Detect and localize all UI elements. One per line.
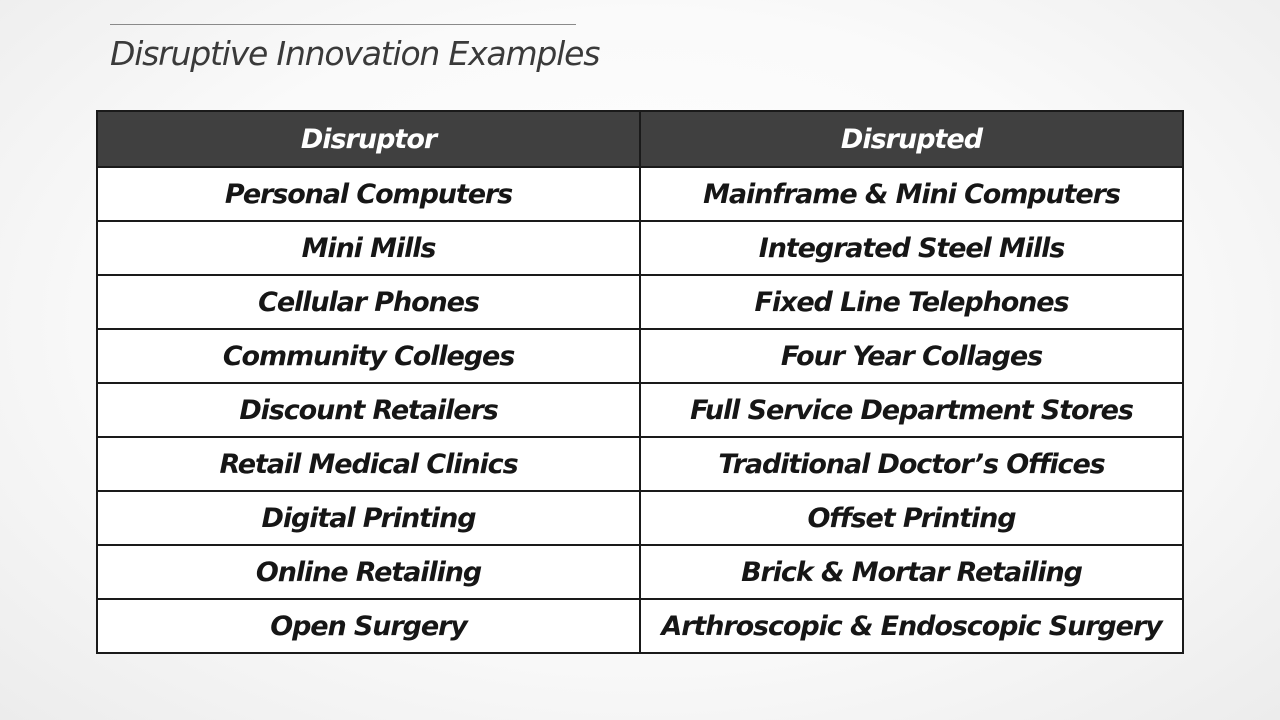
examples-table-container: Disruptor Disrupted Personal Computers M…	[96, 110, 1184, 654]
disruptor-cell: Community Colleges	[96, 328, 641, 384]
table-row: Cellular Phones Fixed Line Telephones	[96, 274, 1184, 330]
table-row: Digital Printing Offset Printing	[96, 490, 1184, 546]
header-disrupted: Disrupted	[639, 110, 1184, 168]
title-divider	[110, 24, 576, 25]
disrupted-cell: Fixed Line Telephones	[639, 274, 1184, 330]
table-row: Personal Computers Mainframe & Mini Comp…	[96, 166, 1184, 222]
table-row: Mini Mills Integrated Steel Mills	[96, 220, 1184, 276]
disrupted-cell: Arthroscopic & Endoscopic Surgery	[639, 598, 1184, 654]
disruptor-cell: Cellular Phones	[96, 274, 641, 330]
disrupted-cell: Traditional Doctor’s Offices	[639, 436, 1184, 492]
header-disruptor: Disruptor	[96, 110, 641, 168]
disruptor-cell: Open Surgery	[96, 598, 641, 654]
table-body: Personal Computers Mainframe & Mini Comp…	[96, 166, 1184, 654]
table-header: Disruptor Disrupted	[96, 110, 1184, 168]
disrupted-cell: Brick & Mortar Retailing	[639, 544, 1184, 600]
table-row: Community Colleges Four Year Collages	[96, 328, 1184, 384]
disruptor-cell: Personal Computers	[96, 166, 641, 222]
slide-title: Disruptive Innovation Examples	[110, 34, 600, 73]
disruptor-cell: Digital Printing	[96, 490, 641, 546]
examples-table: Disruptor Disrupted Personal Computers M…	[96, 110, 1184, 654]
disruptor-cell: Discount Retailers	[96, 382, 641, 438]
disruptor-cell: Retail Medical Clinics	[96, 436, 641, 492]
table-row: Open Surgery Arthroscopic & Endoscopic S…	[96, 598, 1184, 654]
disrupted-cell: Mainframe & Mini Computers	[639, 166, 1184, 222]
table-row: Retail Medical Clinics Traditional Docto…	[96, 436, 1184, 492]
disruptor-cell: Online Retailing	[96, 544, 641, 600]
disruptor-cell: Mini Mills	[96, 220, 641, 276]
disrupted-cell: Four Year Collages	[639, 328, 1184, 384]
header-row: Disruptor Disrupted	[96, 110, 1184, 168]
disrupted-cell: Integrated Steel Mills	[639, 220, 1184, 276]
disrupted-cell: Offset Printing	[639, 490, 1184, 546]
table-row: Discount Retailers Full Service Departme…	[96, 382, 1184, 438]
table-row: Online Retailing Brick & Mortar Retailin…	[96, 544, 1184, 600]
disrupted-cell: Full Service Department Stores	[639, 382, 1184, 438]
